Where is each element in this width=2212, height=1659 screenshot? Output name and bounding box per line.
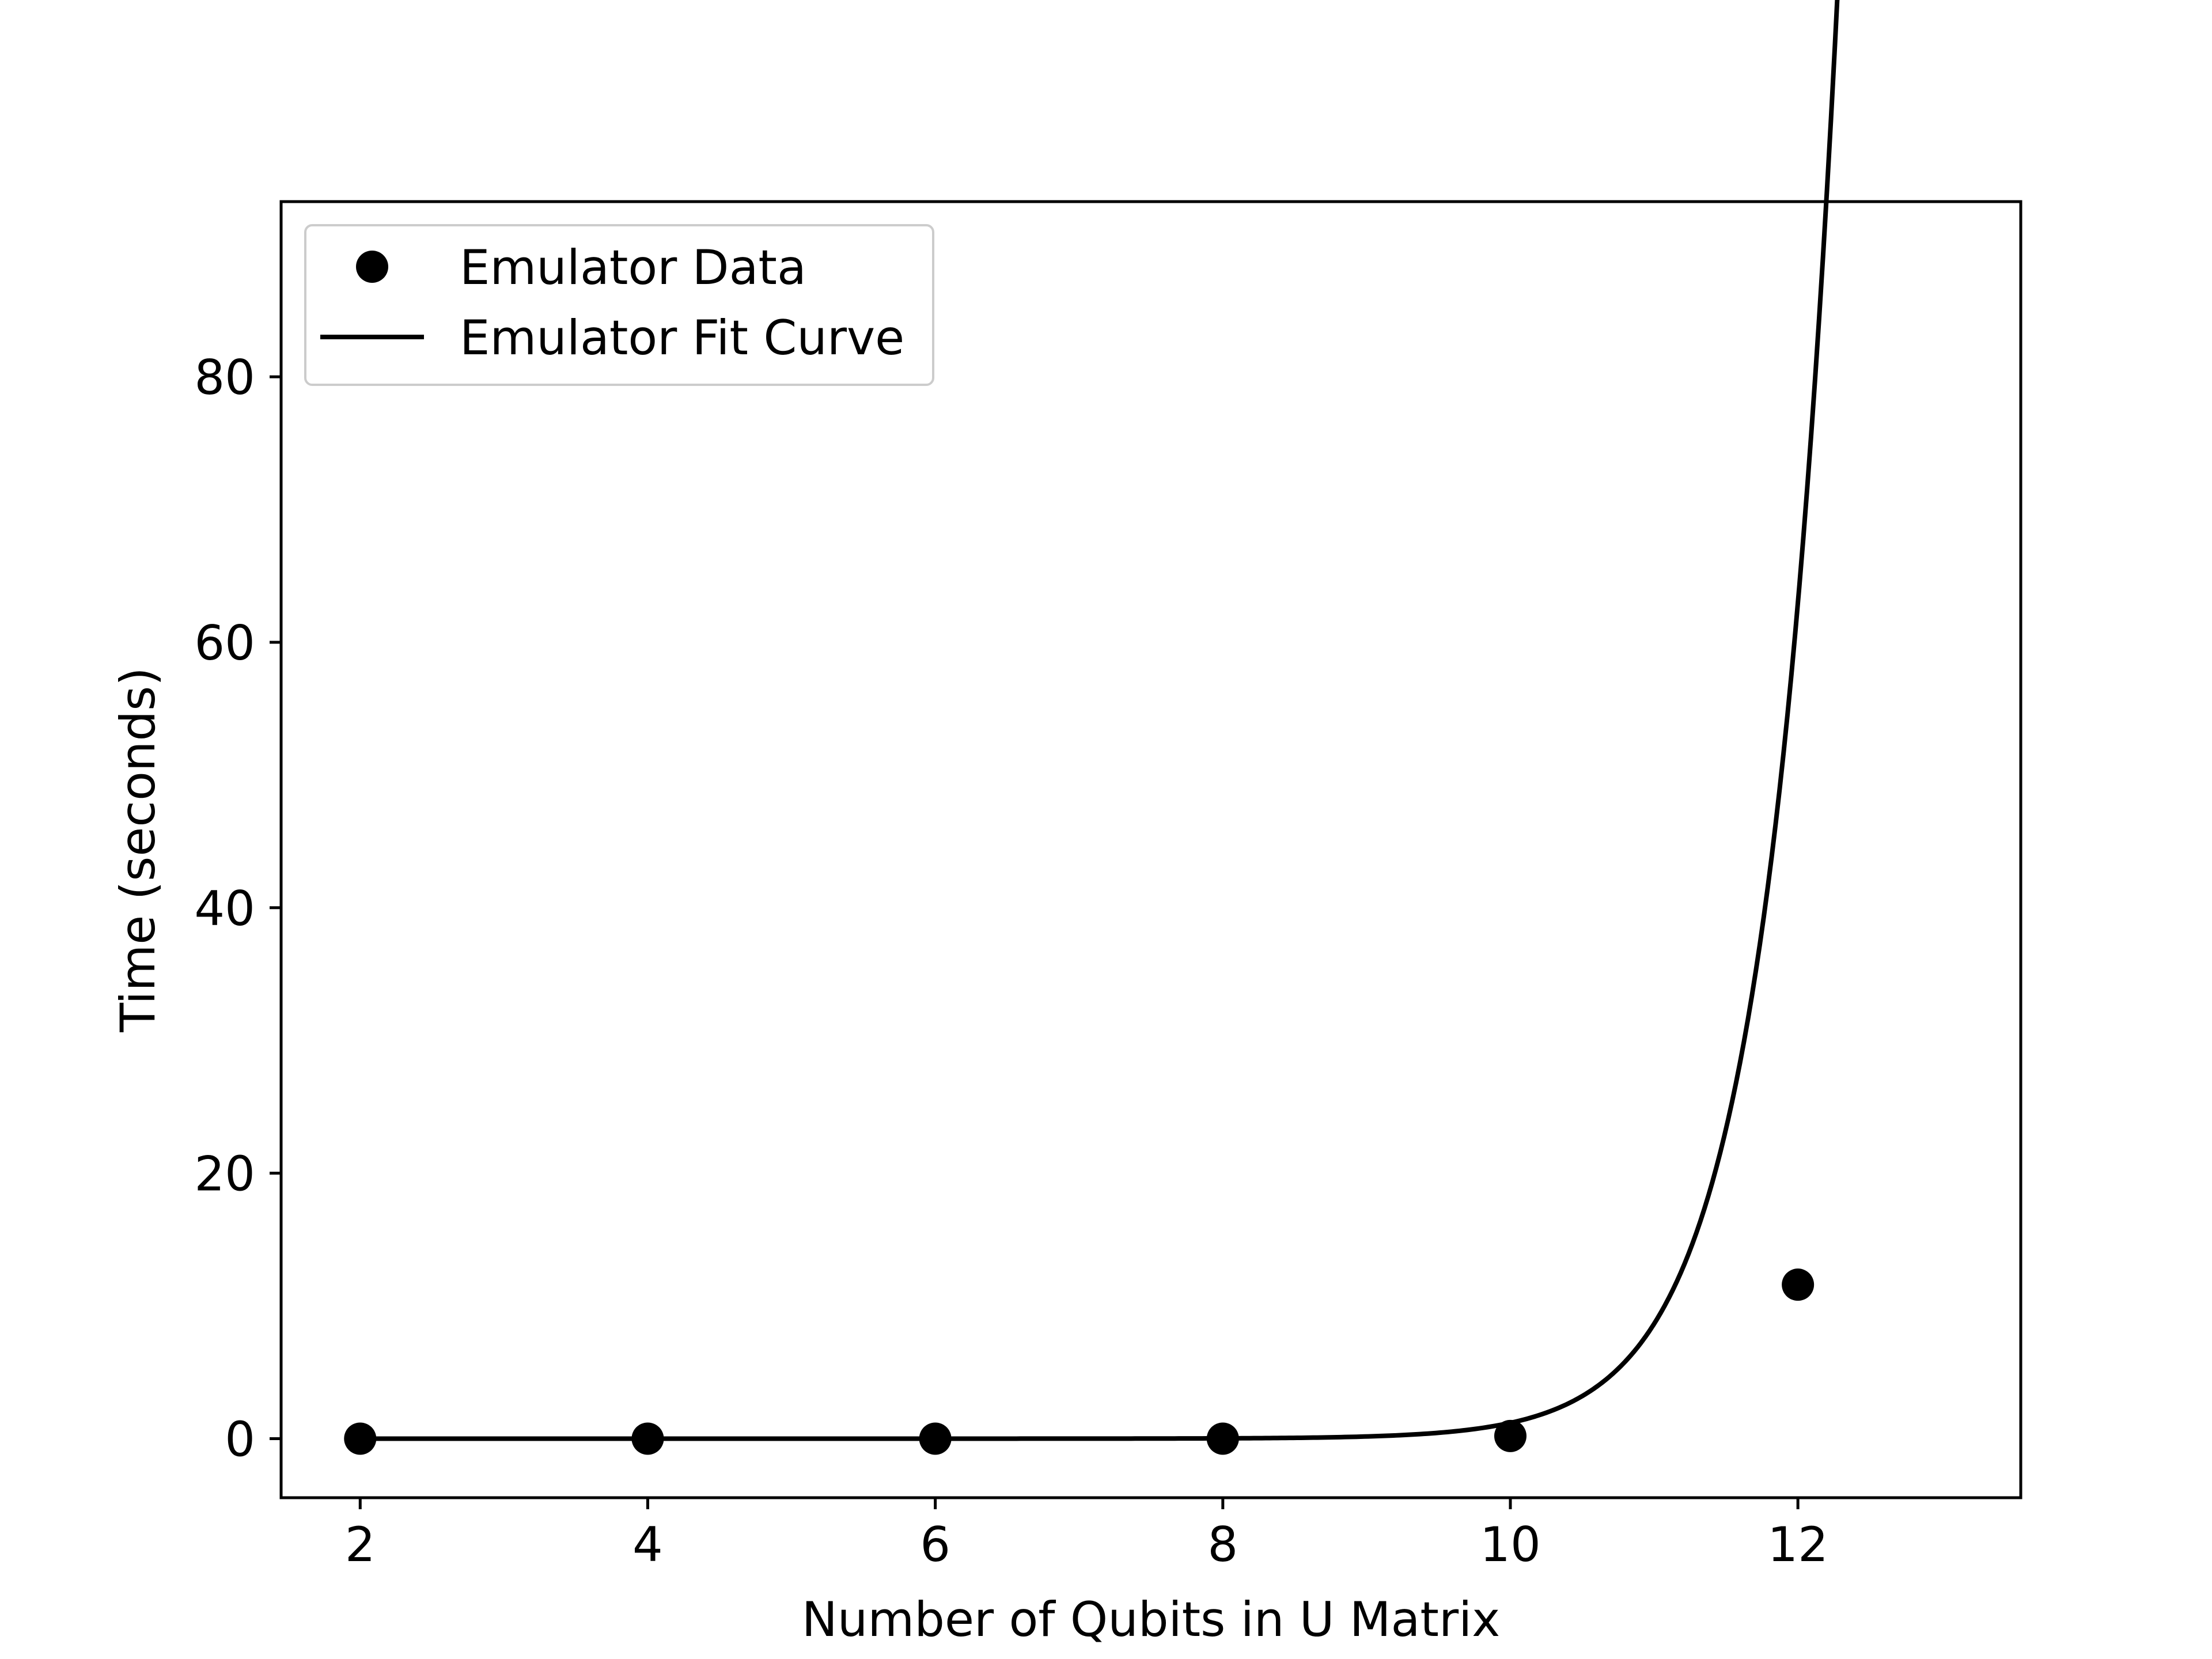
x-axis-label: Number of Qubits in U Matrix: [802, 1592, 1501, 1647]
data-point: [631, 1422, 664, 1455]
x-tick-label: 6: [920, 1517, 950, 1573]
legend-box: [304, 224, 934, 386]
plot-area: [344, 0, 1840, 1455]
y-tick-label: 60: [194, 615, 255, 671]
x-tick-label: 2: [345, 1517, 376, 1573]
y-axis-label: Time (seconds): [110, 667, 166, 1033]
legend-label-emulator-data: Emulator Data: [460, 240, 806, 296]
data-point: [344, 1422, 377, 1455]
y-tick-label: 0: [225, 1411, 255, 1467]
x-tick-label: 12: [1767, 1517, 1828, 1573]
data-point: [1494, 1419, 1527, 1452]
y-tick-label: 40: [194, 881, 255, 937]
x-tick-label: 10: [1480, 1517, 1541, 1573]
y-tick-label: 80: [194, 350, 255, 406]
legend-marker-emulator-data: [356, 251, 388, 283]
data-point: [1782, 1268, 1815, 1301]
legend: Emulator Data Emulator Fit Curve: [304, 224, 934, 386]
y-tick-label: 20: [194, 1146, 255, 1202]
fit-curve-line: [360, 0, 1840, 1441]
axes: 2 4 6 8 10 12 0 20 40 60 80: [194, 200, 2022, 1573]
legend-label-emulator-fit-curve: Emulator Fit Curve: [460, 310, 904, 366]
x-tick-label: 8: [1207, 1517, 1238, 1573]
data-point: [1206, 1422, 1239, 1455]
data-point: [919, 1422, 952, 1455]
axes-frame: [279, 200, 2022, 1499]
x-tick-label: 4: [632, 1517, 663, 1573]
